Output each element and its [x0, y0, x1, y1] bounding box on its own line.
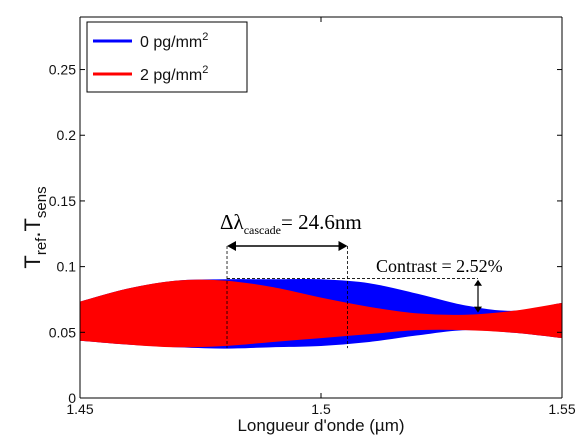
y-tick-label: 0.05: [49, 324, 76, 340]
y-axis-label: Tref.Tsens: [20, 186, 50, 268]
legend-label-0: 0 pg/mm2: [140, 31, 208, 51]
x-tick-label: 1.55: [548, 401, 575, 417]
contrast-arrow-head-up: [474, 279, 482, 286]
y-tick-label: 0.2: [57, 127, 77, 143]
series-band-1: [80, 279, 562, 348]
y-tick-label: 0: [68, 390, 76, 406]
y-tick-label: 0.25: [49, 62, 76, 78]
legend-box: [86, 21, 248, 93]
axes: 0 0.05 0.1 0.15 0.2 0.25 1.45 1.5 1.55: [49, 16, 576, 417]
delta-label: Δλcascade= 24.6nm: [220, 210, 362, 237]
plot-area: [80, 278, 562, 349]
delta-arrow-head-right: [338, 241, 348, 251]
axis-labels: Longueur d'onde (µm) Tref.Tsens: [20, 186, 405, 435]
contrast-arrow-head-down: [474, 306, 482, 313]
x-axis-label: Longueur d'onde (µm): [237, 416, 404, 435]
annotations: Δλcascade= 24.6nm Contrast = 2.52%: [220, 210, 503, 349]
legend: 0 pg/mm2 2 pg/mm2: [86, 21, 248, 93]
legend-label-1: 2 pg/mm2: [140, 64, 208, 84]
bands: [80, 278, 562, 349]
y-tick-label: 0.15: [49, 193, 76, 209]
contrast-label: Contrast = 2.52%: [376, 256, 503, 276]
delta-arrow-head-left: [227, 241, 237, 251]
y-tick-label: 0.1: [57, 259, 77, 275]
x-tick-label: 1.45: [66, 401, 93, 417]
x-tick-label: 1.5: [311, 401, 331, 417]
